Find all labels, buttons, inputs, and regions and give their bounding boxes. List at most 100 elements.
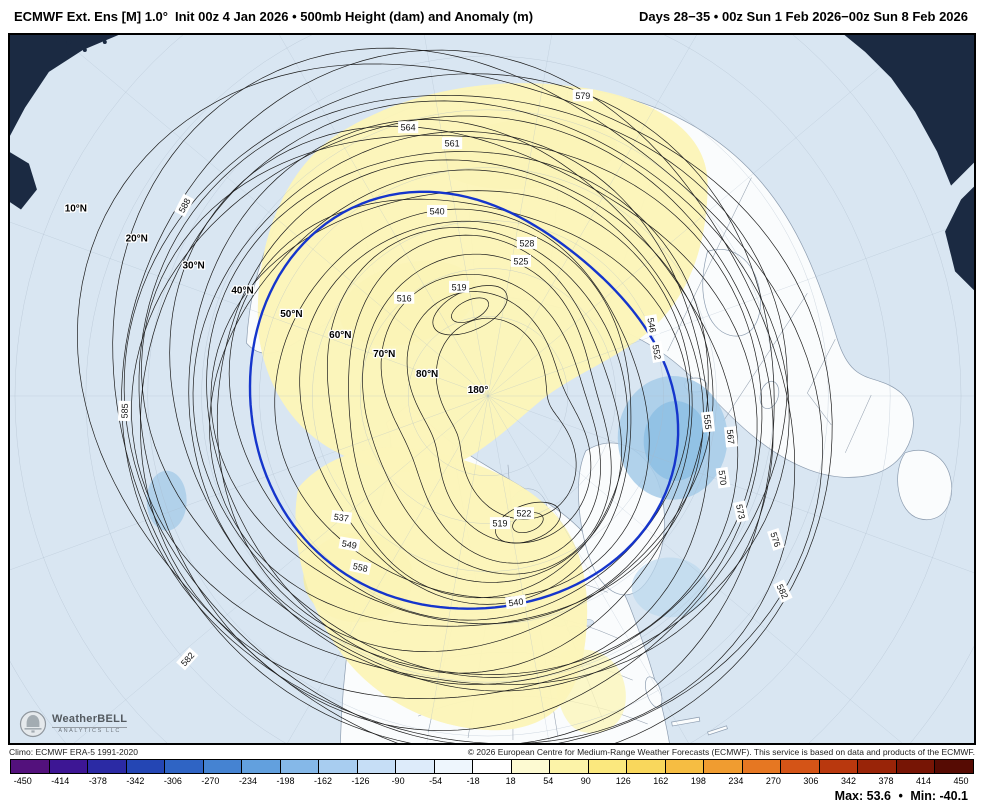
colorbar-cell xyxy=(11,760,50,773)
negative-anomaly-south-greenland xyxy=(631,557,708,618)
colorbar-tick-label: -378 xyxy=(88,776,107,786)
colorbar-cell xyxy=(858,760,897,773)
contour-label: 558 xyxy=(349,559,372,575)
footer-bar: Max: 53.6 • Min: -40.1 xyxy=(0,787,984,808)
colorbar-cell xyxy=(434,760,474,773)
svg-text:546: 546 xyxy=(645,317,657,333)
contour-label: 576 xyxy=(767,527,785,551)
contour-label: 549 xyxy=(338,536,361,552)
map-area: 579 564 561 540 528 525 519 516 588 585 582 537 549 5… xyxy=(8,33,976,745)
colorbar-tick-label: -198 xyxy=(276,776,295,786)
land-iberia-africa xyxy=(897,450,953,521)
contour-label: 561 xyxy=(442,137,463,150)
max-label: Max: xyxy=(834,788,864,803)
latitude-label: 40°N xyxy=(231,285,253,296)
title-valid-period: Days 28−35 • 00z Sun 1 Feb 2026−00z Sun … xyxy=(638,9,968,24)
colorbar-tick-label: 342 xyxy=(840,776,856,786)
colorbar-cell xyxy=(88,760,127,773)
colorbar-tick-label: -90 xyxy=(391,776,405,786)
latitude-label: 70°N xyxy=(373,349,395,360)
land-scandinavia xyxy=(702,249,761,337)
latitude-label: 80°N xyxy=(416,369,438,380)
colorbar-tick-label: -450 xyxy=(13,776,32,786)
colorbar-cell xyxy=(781,760,820,773)
svg-text:570: 570 xyxy=(717,470,729,486)
contour-label: 522 xyxy=(513,507,535,520)
colorbar-cell xyxy=(935,760,973,773)
contour-label: 525 xyxy=(510,254,532,267)
svg-text:564: 564 xyxy=(401,123,416,133)
colorbar-tick-label: 378 xyxy=(878,776,894,786)
latitude-label: 60°N xyxy=(329,330,351,341)
colorbar xyxy=(0,759,984,775)
svg-text:516: 516 xyxy=(397,293,412,303)
svg-text:519: 519 xyxy=(452,282,467,292)
weatherbell-logo-subtitle: ANALYTICS LLC xyxy=(52,726,128,735)
colorbar-cell xyxy=(627,760,666,773)
min-value: -40.1 xyxy=(939,788,969,803)
latitude-label: 10°N xyxy=(65,204,87,215)
max-value: 53.6 xyxy=(866,788,891,803)
negative-anomaly-pacific xyxy=(146,470,187,531)
contour-label: 537 xyxy=(330,509,353,525)
negative-anomaly-atlantic-core xyxy=(643,400,708,481)
contour-label: 528 xyxy=(516,236,538,249)
climo-note: Climo: ECMWF ERA-5 1991-2020 xyxy=(9,746,138,757)
svg-text:537: 537 xyxy=(333,512,349,524)
colorbar-cell xyxy=(896,760,936,773)
thick-540-line xyxy=(248,190,680,610)
title-init-info: Init 00z 4 Jan 2026 • 500mb Height (dam)… xyxy=(175,9,534,24)
contour-label: 519 xyxy=(448,280,470,293)
colorbar-tick-label: 90 xyxy=(580,776,591,786)
colorbar-cell xyxy=(588,760,628,773)
colorbar-cell xyxy=(357,760,397,773)
colorbar-tick-label: 54 xyxy=(543,776,554,786)
colorbar-cell xyxy=(319,760,358,773)
title-model: ECMWF Ext. Ens [M] 1.0° xyxy=(14,9,168,24)
colorbar-cell xyxy=(550,760,589,773)
contour-label: 540 xyxy=(505,594,527,610)
min-label: Min: xyxy=(910,788,937,803)
svg-text:549: 549 xyxy=(341,538,357,550)
colorbar-tick-label: -18 xyxy=(466,776,480,786)
svg-text:525: 525 xyxy=(513,256,528,266)
latitude-label: 180° xyxy=(468,385,489,396)
colorbar-tick-label: 414 xyxy=(916,776,932,786)
colorbar-tick-label: 198 xyxy=(690,776,706,786)
colorbar-tick-label: 162 xyxy=(653,776,669,786)
svg-text:573: 573 xyxy=(734,503,747,520)
colorbar-cell xyxy=(742,760,782,773)
land-hispaniola xyxy=(707,725,728,736)
latitude-label: 30°N xyxy=(182,260,204,271)
colorbar-tick-label: -54 xyxy=(429,776,443,786)
colorbar-tick-label: 234 xyxy=(728,776,744,786)
map-corner-masks xyxy=(9,34,975,292)
attribution-bar: Climo: ECMWF ERA-5 1991-2020 © 2026 Euro… xyxy=(0,745,984,758)
svg-text:585: 585 xyxy=(119,403,130,418)
colorbar-cell xyxy=(704,760,743,773)
svg-text:522: 522 xyxy=(516,509,531,519)
colorbar-tick-label: -414 xyxy=(51,776,70,786)
contour-label: 585 xyxy=(117,400,131,422)
land-cuba xyxy=(671,716,701,727)
colorbar-cell xyxy=(473,760,512,773)
colorbar-cell xyxy=(242,760,281,773)
weatherbell-logo-name: WeatherBELL xyxy=(52,712,128,725)
contour-labels: 5795645615405285255195165885855825375495… xyxy=(117,89,793,671)
colorbar-cells xyxy=(10,759,974,774)
colorbar-tick-label: -126 xyxy=(351,776,370,786)
colorbar-cell xyxy=(819,760,859,773)
svg-text:567: 567 xyxy=(725,429,737,445)
colorbar-tick-label: 450 xyxy=(953,776,969,786)
colorbar-cell xyxy=(511,760,551,773)
weatherbell-logo-icon xyxy=(19,710,47,738)
colorbar-tick-label: -162 xyxy=(314,776,333,786)
colorbar-tick-label: -306 xyxy=(163,776,182,786)
contour-label: 567 xyxy=(723,426,739,448)
contour-label: 519 xyxy=(489,517,511,530)
copyright-note: © 2026 European Centre for Medium-Range … xyxy=(467,746,975,757)
contour-label: 552 xyxy=(649,341,665,363)
colorbar-cell xyxy=(203,760,243,773)
weatherbell-logo: WeatherBELL ANALYTICS LLC xyxy=(19,710,128,738)
